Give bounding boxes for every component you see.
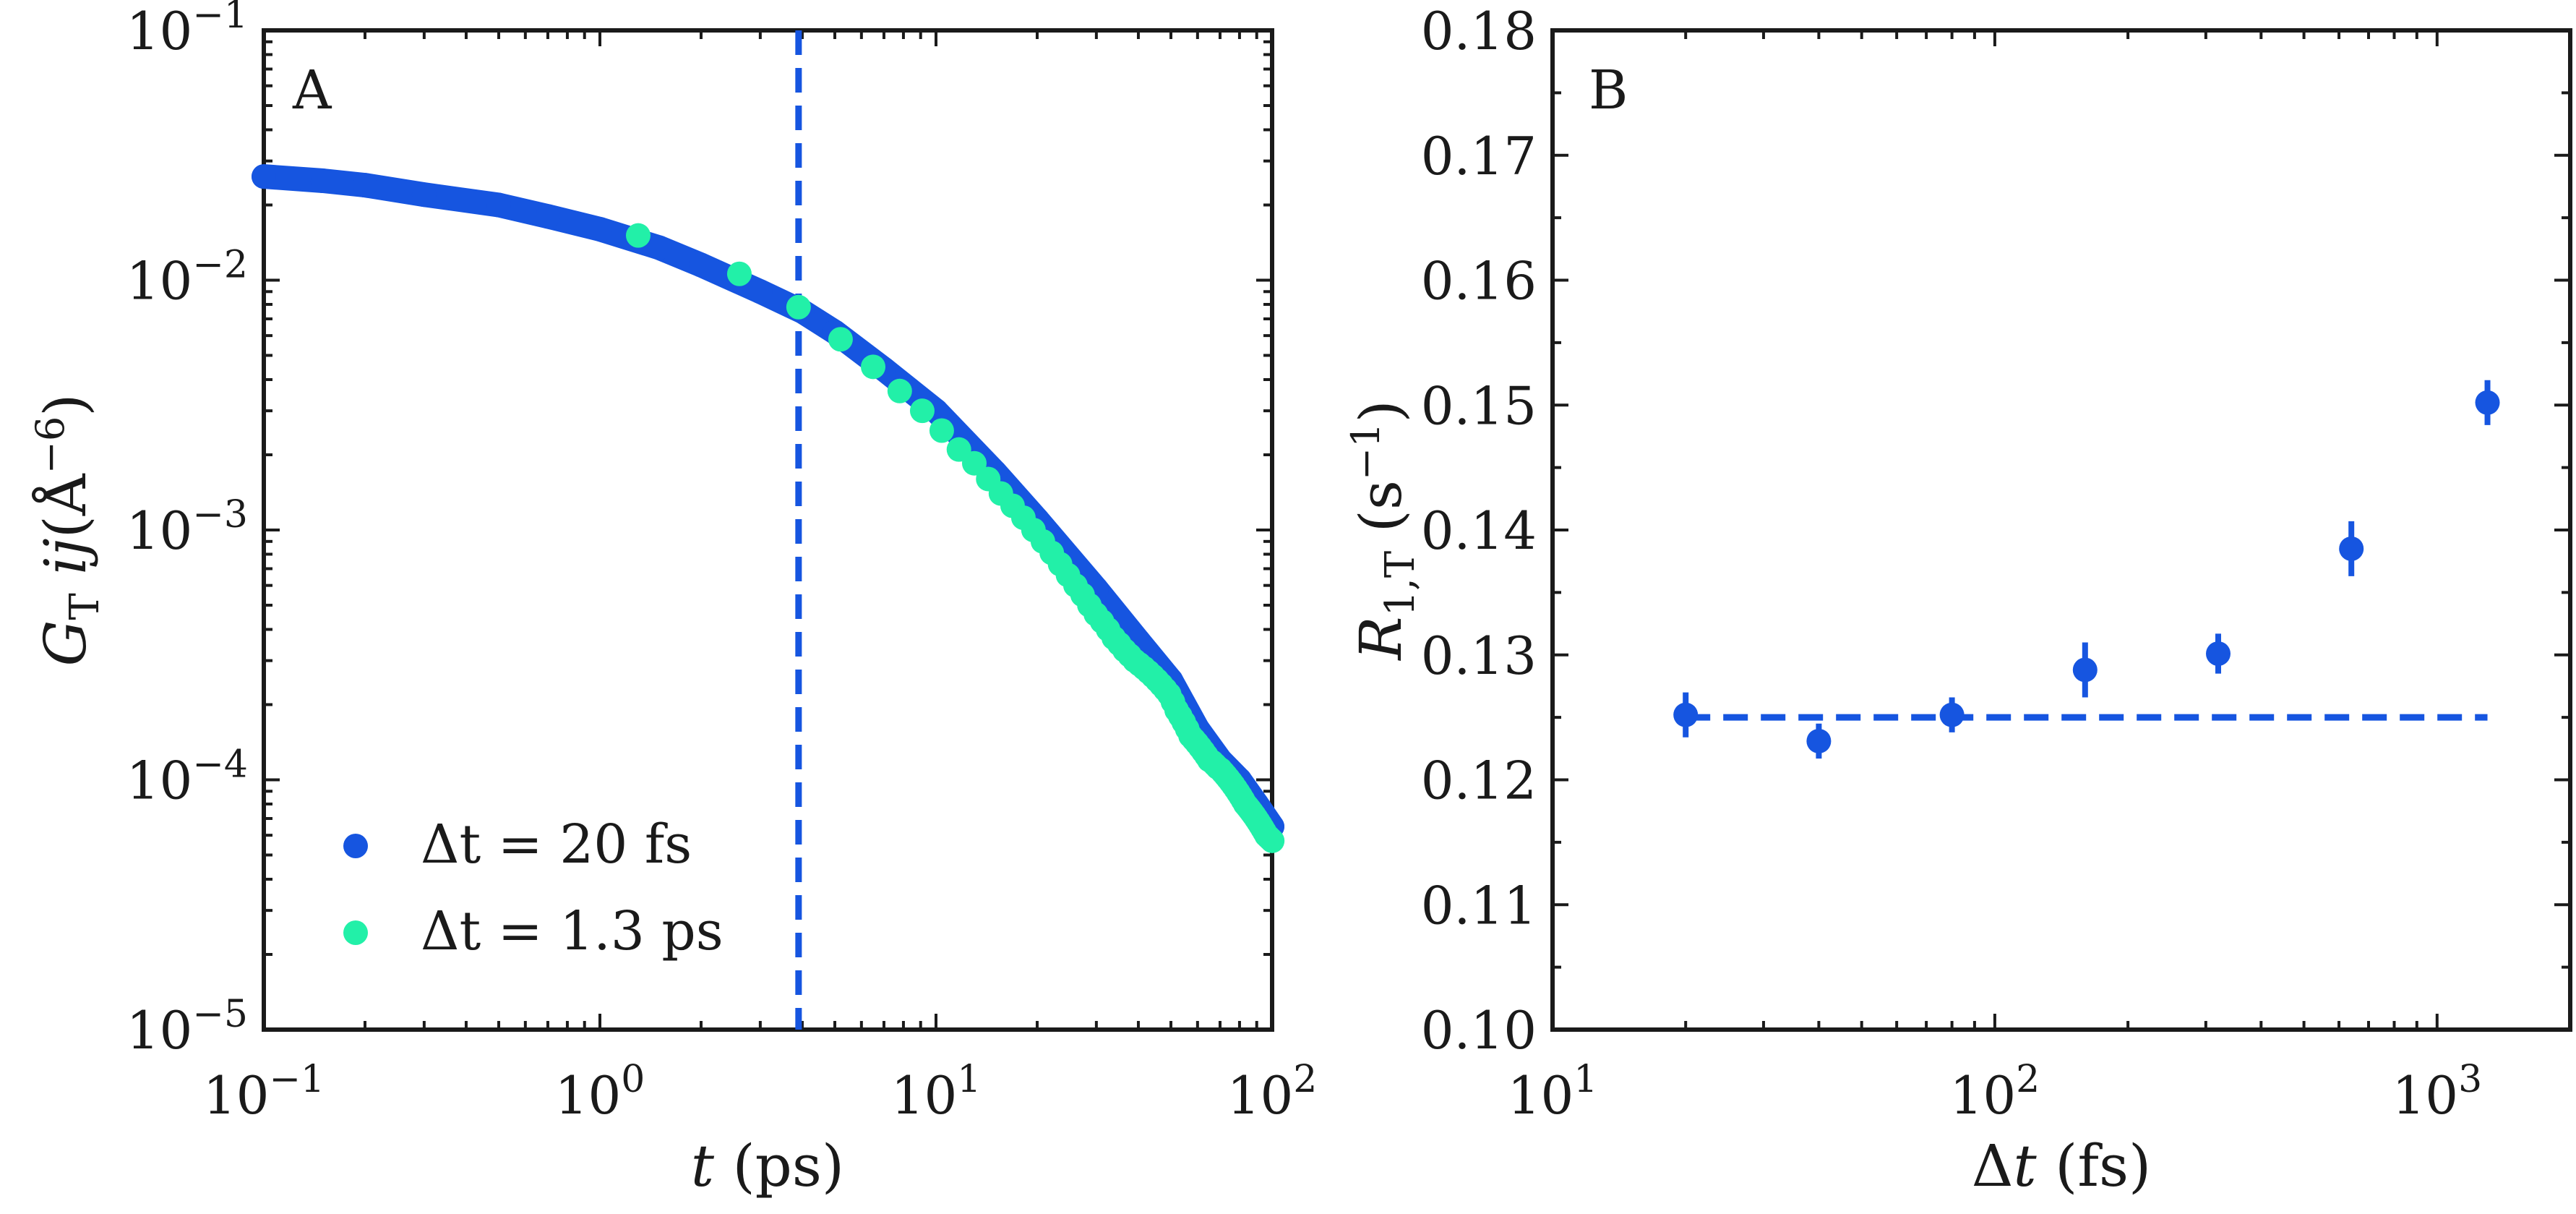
data-point bbox=[909, 398, 935, 424]
legend-label-20fs: Δt = 20 fs bbox=[421, 813, 692, 876]
data-point bbox=[2072, 657, 2098, 683]
data-point bbox=[861, 354, 886, 380]
y-tick-label: 0.18 bbox=[1421, 1, 1537, 61]
data-point bbox=[1260, 828, 1285, 853]
panel-b-ticks bbox=[1551, 29, 2572, 1031]
data-point bbox=[646, 235, 671, 260]
series-1p3ps bbox=[625, 223, 1285, 853]
x-tick-label: 10−1 bbox=[203, 1058, 325, 1126]
data-point bbox=[1939, 702, 1965, 727]
y-tick-label: 0.15 bbox=[1421, 375, 1537, 436]
y-tick-label: 10−4 bbox=[126, 743, 248, 811]
y-tick-label: 10−2 bbox=[126, 244, 248, 312]
data-point bbox=[1673, 702, 1699, 727]
x-tick-label: 102 bbox=[1950, 1058, 2040, 1126]
panel-a-x-axis-label: t (ps) bbox=[691, 1132, 844, 1200]
panel-b: 101 102 103 0.10 0.11 0.12 0.13 0.14 0.15 0.16 0.1… bbox=[1343, 1, 2572, 1200]
data-point bbox=[486, 192, 512, 218]
data-point bbox=[588, 216, 612, 241]
x-tick-label: 101 bbox=[891, 1058, 982, 1126]
panel-b-frame bbox=[1550, 28, 2572, 1032]
panel-b-y-axis-label: R1,T (s−1) bbox=[1343, 400, 1424, 662]
data-point bbox=[2206, 641, 2231, 667]
panel-a-y-axis-label: GT ij(Å−6) bbox=[27, 394, 108, 667]
y-tick-label: 0.10 bbox=[1421, 1000, 1537, 1061]
x-tick-label: 100 bbox=[555, 1058, 645, 1126]
x-tick-label: 102 bbox=[1227, 1058, 1318, 1126]
x-tick-label: 103 bbox=[2392, 1058, 2482, 1126]
y-tick-label: 10−1 bbox=[126, 0, 248, 61]
data-point bbox=[747, 279, 773, 304]
panel-a-legend: Δt = 20 fs Δt = 1.3 ps bbox=[343, 813, 724, 962]
panel-b-x-axis-label: Δt (fs) bbox=[1972, 1132, 2151, 1200]
panel-a-label: A bbox=[292, 59, 332, 121]
data-point bbox=[828, 327, 853, 352]
legend-marker-20fs bbox=[343, 834, 368, 858]
data-point bbox=[2339, 536, 2364, 561]
data-point bbox=[411, 182, 437, 208]
data-point bbox=[535, 204, 560, 229]
data-point bbox=[310, 168, 335, 194]
y-tick-label: 10−3 bbox=[126, 493, 248, 561]
data-point bbox=[688, 252, 713, 278]
panel-a: 10−1 100 101 102 10−5 10−4 10−3 10−2 10−1 A t (p… bbox=[27, 0, 1317, 1200]
y-tick-label: 0.14 bbox=[1421, 500, 1537, 561]
data-point bbox=[1806, 728, 1832, 753]
legend-marker-1p3ps bbox=[343, 920, 368, 945]
data-point bbox=[961, 450, 987, 476]
y-tick-label: 10−5 bbox=[126, 993, 248, 1061]
data-point bbox=[625, 223, 651, 248]
y-tick-label: 0.16 bbox=[1421, 251, 1537, 312]
data-point bbox=[2475, 390, 2500, 415]
y-tick-label: 0.12 bbox=[1421, 751, 1537, 811]
y-tick-label: 0.17 bbox=[1421, 126, 1537, 187]
y-tick-label: 0.13 bbox=[1421, 625, 1537, 686]
legend-label-1p3ps: Δt = 1.3 ps bbox=[421, 900, 724, 962]
y-tick-label: 0.11 bbox=[1421, 875, 1537, 936]
panel-a-tick-labels: 10−1 100 101 102 10−5 10−4 10−3 10−2 10−1 bbox=[126, 0, 1318, 1126]
series-20fs bbox=[252, 164, 1284, 839]
data-point bbox=[726, 261, 752, 286]
data-point bbox=[352, 173, 377, 198]
panel-b-label: B bbox=[1589, 59, 1628, 121]
data-point bbox=[252, 164, 276, 189]
x-tick-label: 101 bbox=[1508, 1058, 1598, 1126]
panel-a-ticks bbox=[262, 30, 1272, 1031]
series-20fs-band bbox=[252, 164, 1284, 839]
panel-b-tick-labels: 101 102 103 0.10 0.11 0.12 0.13 0.14 0.15 0.16 0.1… bbox=[1421, 1, 2482, 1126]
panel-b-marks bbox=[1673, 380, 2500, 759]
data-point bbox=[929, 418, 954, 443]
data-point bbox=[887, 378, 912, 403]
panel-a-marks bbox=[252, 30, 1285, 1030]
data-point bbox=[786, 294, 811, 320]
panel-a-frame bbox=[262, 28, 1274, 1032]
